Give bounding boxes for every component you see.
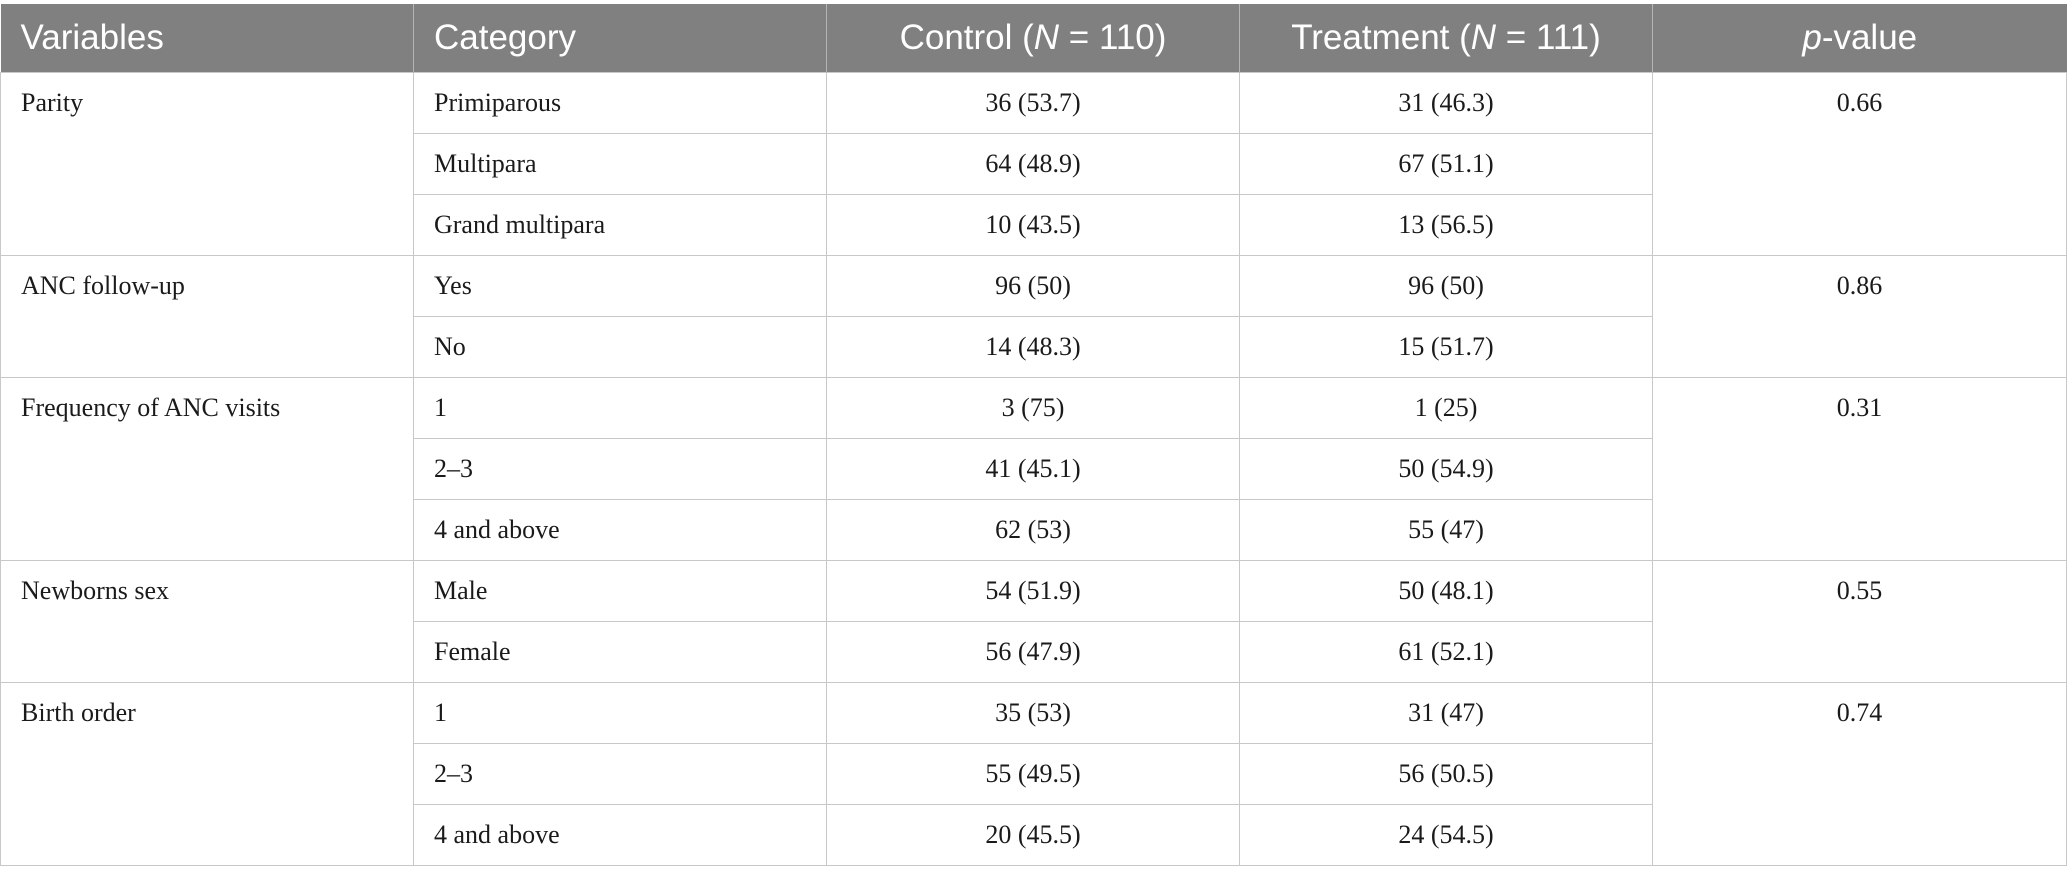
header-control-suffix: = 110)	[1059, 18, 1167, 57]
header-p-suffix: -value	[1821, 18, 1918, 57]
category-cell: Grand multipara	[413, 194, 827, 256]
category-cell: Yes	[413, 255, 827, 317]
treatment-cell: 1 (25)	[1239, 377, 1653, 439]
control-cell: 54 (51.9)	[826, 560, 1240, 622]
table-row: Parity Primiparous 36 (53.7) 31 (46.3) 0…	[0, 72, 2067, 256]
control-cell: 56 (47.9)	[826, 621, 1240, 683]
variable-cell: Birth order	[0, 682, 414, 866]
category-cell: 2–3	[413, 438, 827, 500]
control-cell: 96 (50)	[826, 255, 1240, 317]
treatment-cell: 55 (47)	[1239, 499, 1653, 561]
category-cell: No	[413, 316, 827, 378]
treatment-cell: 31 (47)	[1239, 682, 1653, 744]
header-variables: Variables	[0, 4, 414, 73]
table-row: 2–3 41 (45.1) 50 (54.9)	[1, 438, 2067, 500]
p-value-cell: 0.66	[1652, 72, 2067, 256]
treatment-cell: 96 (50)	[1239, 255, 1653, 317]
category-cell: 4 and above	[413, 804, 827, 866]
table-row: 2–3 55 (49.5) 56 (50.5)	[1, 743, 2067, 805]
header-treatment-prefix: Treatment (	[1291, 18, 1471, 57]
treatment-cell: 50 (54.9)	[1239, 438, 1653, 500]
control-cell: 10 (43.5)	[826, 194, 1240, 256]
treatment-cell: 67 (51.1)	[1239, 133, 1653, 195]
treatment-cell: 13 (56.5)	[1239, 194, 1653, 256]
table-row: Newborns sex Male 54 (51.9) 50 (48.1) 0.…	[0, 560, 2067, 683]
control-cell: 20 (45.5)	[826, 804, 1240, 866]
control-cell: 41 (45.1)	[826, 438, 1240, 500]
control-cell: 35 (53)	[826, 682, 1240, 744]
category-cell: 1	[413, 682, 827, 744]
control-cell: 36 (53.7)	[826, 72, 1240, 134]
table-body: Parity Primiparous 36 (53.7) 31 (46.3) 0…	[0, 72, 2067, 866]
header-treatment-suffix: = 111)	[1496, 18, 1601, 57]
treatment-cell: 15 (51.7)	[1239, 316, 1653, 378]
category-cell: Multipara	[413, 133, 827, 195]
treatment-cell: 56 (50.5)	[1239, 743, 1653, 805]
treatment-cell: 50 (48.1)	[1239, 560, 1653, 622]
category-cell: Female	[413, 621, 827, 683]
treatment-cell: 31 (46.3)	[1239, 72, 1653, 134]
header-treatment: Treatment (N = 111)	[1239, 4, 1653, 73]
p-value-cell: 0.74	[1652, 682, 2067, 866]
category-cell: 4 and above	[413, 499, 827, 561]
control-cell: 62 (53)	[826, 499, 1240, 561]
table-row: Multipara 64 (48.9) 67 (51.1)	[1, 133, 2067, 195]
header-control: Control (N = 110)	[826, 4, 1240, 73]
table-header: Variables Category Control (N = 110) Tre…	[0, 4, 2067, 73]
variable-cell: ANC follow-up	[0, 255, 414, 378]
header-row: Variables Category Control (N = 110) Tre…	[0, 4, 2067, 73]
p-value-cell: 0.86	[1652, 255, 2067, 378]
treatment-cell: 61 (52.1)	[1239, 621, 1653, 683]
control-cell: 64 (48.9)	[826, 133, 1240, 195]
category-cell: 2–3	[413, 743, 827, 805]
table-row: Frequency of ANC visits 1 3 (75) 1 (25) …	[0, 377, 2067, 561]
table-row: Birth order 1 35 (53) 31 (47) 0.74	[0, 682, 2067, 866]
table-row: ANC follow-up Yes 96 (50) 96 (50) 0.86	[0, 255, 2067, 378]
p-value-cell: 0.55	[1652, 560, 2067, 683]
table-row: Female 56 (47.9) 61 (52.1)	[1, 621, 2067, 683]
variable-cell: Frequency of ANC visits	[0, 377, 414, 561]
table-row: 4 and above 20 (45.5) 24 (54.5)	[1, 804, 2067, 866]
treatment-cell: 24 (54.5)	[1239, 804, 1653, 866]
control-cell: 55 (49.5)	[826, 743, 1240, 805]
header-control-n-symbol: N	[1033, 18, 1060, 57]
table-row: 4 and above 62 (53) 55 (47)	[1, 499, 2067, 561]
variable-cell: Parity	[0, 72, 414, 256]
data-table: Variables Category Control (N = 110) Tre…	[0, 4, 2067, 866]
header-treatment-n-symbol: N	[1470, 18, 1497, 57]
header-category: Category	[413, 4, 827, 73]
category-cell: Male	[413, 560, 827, 622]
header-control-prefix: Control (	[899, 18, 1034, 57]
p-value-cell: 0.31	[1652, 377, 2067, 561]
header-p-value: p-value	[1652, 4, 2067, 73]
category-cell: Primiparous	[413, 72, 827, 134]
control-cell: 3 (75)	[826, 377, 1240, 439]
header-p-symbol: p	[1802, 18, 1822, 57]
control-cell: 14 (48.3)	[826, 316, 1240, 378]
category-cell: 1	[413, 377, 827, 439]
variable-cell: Newborns sex	[0, 560, 414, 683]
